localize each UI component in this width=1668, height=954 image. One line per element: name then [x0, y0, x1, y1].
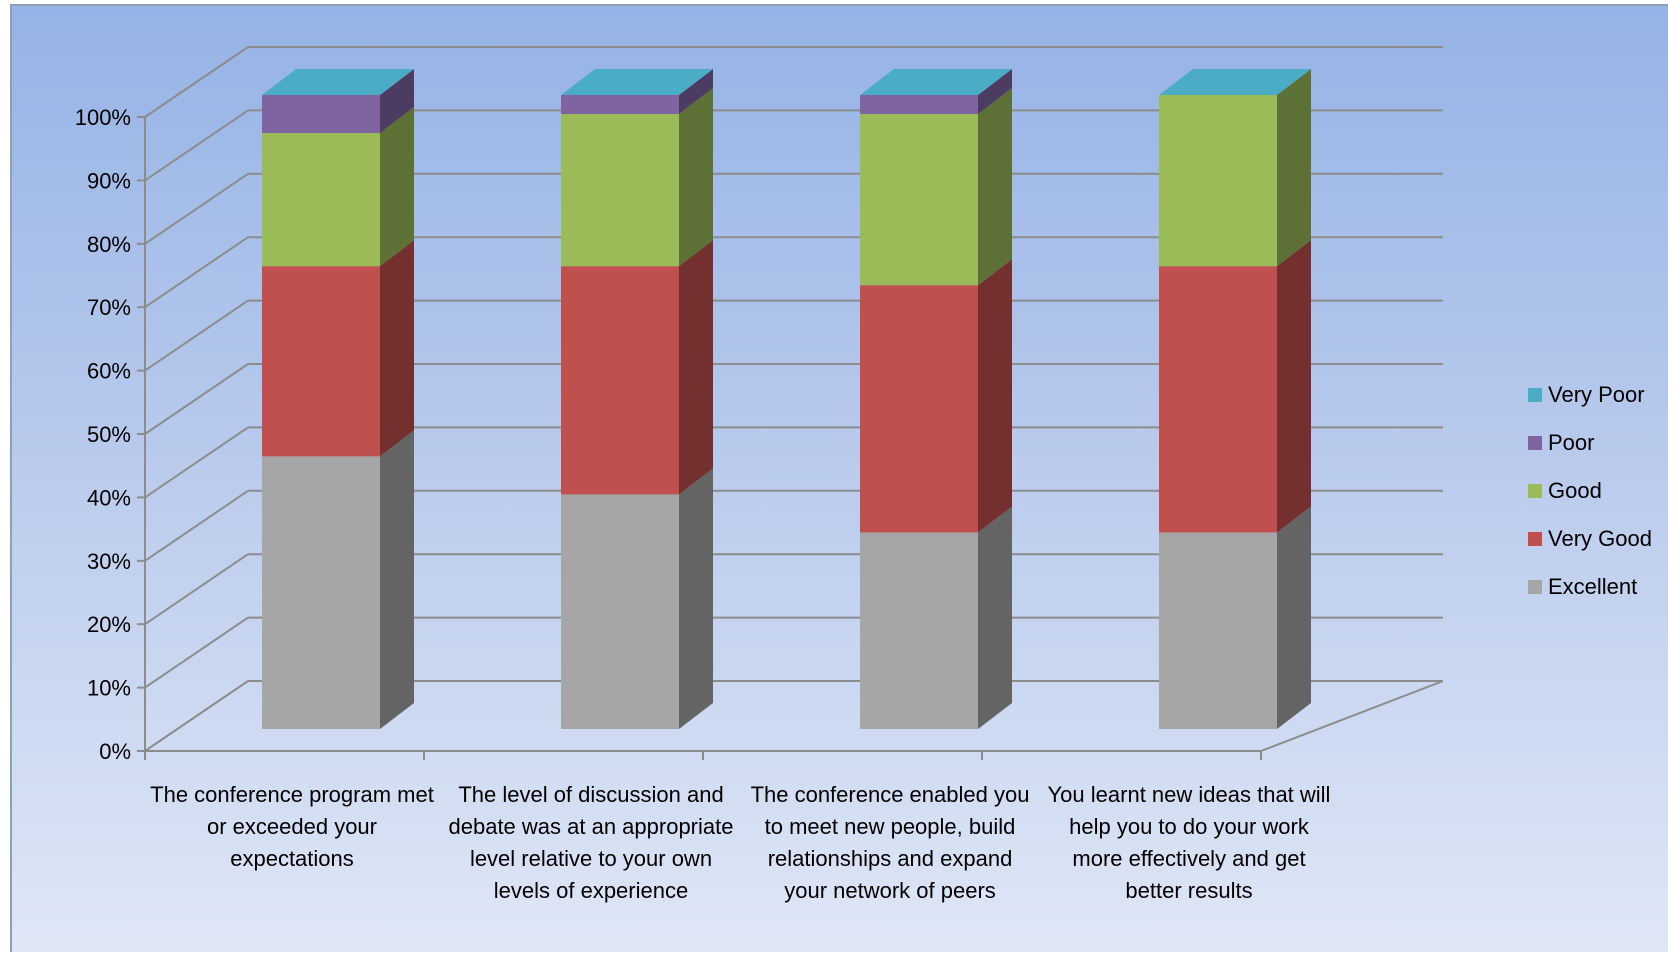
- chart-plot: 0% 10% 20% 30% 40% 50% 60% 70% 80% 90% 100%: [75, 46, 1444, 764]
- gridline-side: [144, 426, 249, 499]
- bar-top-2: [561, 69, 713, 95]
- bar-side-very-good-1: [380, 240, 414, 457]
- y-tick-label: 90%: [87, 168, 131, 193]
- bar-side-very-good-2: [679, 240, 713, 495]
- legend-swatch-poor: [1528, 436, 1542, 450]
- bar-good-4: [1159, 95, 1277, 267]
- bar-very-good-1: [262, 266, 380, 457]
- bar-excellent-3: [860, 532, 978, 729]
- y-tick-label: 20%: [87, 612, 131, 637]
- bar-side-very-good-3: [978, 259, 1012, 533]
- y-tick-label: 60%: [87, 359, 131, 384]
- bar-poor-1: [262, 95, 380, 134]
- bar-top-4: [1159, 69, 1311, 95]
- bar-excellent-1: [262, 456, 380, 729]
- legend-item-poor: Poor: [1528, 419, 1652, 467]
- legend-label-poor: Poor: [1548, 430, 1595, 455]
- x-tick-label-2: The level of discussion and debate was a…: [448, 782, 734, 903]
- bar-side-good-2: [679, 88, 713, 267]
- bar-side-very-good-4: [1277, 240, 1311, 533]
- y-tick-label: 50%: [87, 422, 131, 447]
- gridline-side: [144, 46, 249, 118]
- legend-label-excellent: Excellent: [1548, 574, 1638, 599]
- bar-side-excellent-2: [679, 468, 713, 729]
- bar-side-good-3: [978, 88, 1012, 286]
- y-tick-label: 10%: [87, 676, 131, 701]
- legend-swatch-good: [1528, 484, 1542, 498]
- bar-good-3: [860, 114, 978, 286]
- gridline-side: [144, 489, 249, 562]
- bar-excellent-4: [1159, 532, 1277, 729]
- bar-side-good-1: [380, 107, 414, 267]
- y-tick-label: 30%: [87, 549, 131, 574]
- bar-side-excellent-4: [1277, 506, 1311, 729]
- legend-item-good: Good: [1528, 467, 1652, 515]
- gridline-side: [144, 363, 249, 435]
- gridline-side: [144, 172, 249, 245]
- bar-very-good-2: [561, 266, 679, 495]
- chart-area: 0% 10% 20% 30% 40% 50% 60% 70% 80% 90% 100% Very P…: [10, 4, 1668, 952]
- legend-swatch-very-poor: [1528, 388, 1542, 402]
- bar-side-poor-1: [380, 69, 414, 134]
- legend-label-good: Good: [1548, 478, 1602, 503]
- legend-swatch-very-good: [1528, 532, 1542, 546]
- legend-label-very-good: Very Good: [1548, 526, 1652, 551]
- y-tick-label: 70%: [87, 295, 131, 320]
- bar-excellent-2: [561, 494, 679, 729]
- bar-side-poor-3: [978, 69, 1012, 115]
- legend-item-very-good: Very Good: [1528, 515, 1652, 563]
- legend-label-very-poor: Very Poor: [1548, 382, 1645, 407]
- x-tick-label-3: The conference enabled you to meet new p…: [750, 782, 1030, 903]
- y-tick-label: 80%: [87, 232, 131, 257]
- y-tick-label: 0%: [99, 739, 131, 764]
- x-tick-label-1: The conference program met or exceeded y…: [150, 782, 434, 871]
- x-tick-label-4: You learnt new ideas that will help you …: [1047, 782, 1331, 903]
- bar-top-1: [262, 69, 414, 95]
- gridline-side: [144, 299, 249, 372]
- floor-edge: [1260, 680, 1444, 752]
- bar-side-good-4: [1277, 69, 1311, 267]
- bar-good-1: [262, 133, 380, 267]
- legend-item-very-poor: Very Poor: [1528, 371, 1652, 419]
- bar-side-excellent-1: [380, 430, 414, 729]
- bar-very-good-4: [1159, 266, 1277, 533]
- bar-top-3: [860, 69, 1012, 95]
- gridline-side: [144, 553, 249, 626]
- legend: Very Poor Poor Good Very Good Excellent: [1528, 371, 1652, 611]
- legend-item-excellent: Excellent: [1528, 563, 1652, 611]
- bar-very-good-3: [860, 285, 978, 533]
- bar-poor-3: [860, 95, 978, 115]
- bar-side-poor-2: [679, 69, 713, 115]
- gridline-side: [144, 616, 249, 689]
- bar-side-excellent-3: [978, 506, 1012, 729]
- gridline-side: [144, 680, 249, 752]
- bar-poor-2: [561, 95, 679, 115]
- y-tick-label: 40%: [87, 485, 131, 510]
- gridline-side: [144, 236, 249, 309]
- gridline-side: [144, 109, 249, 182]
- y-tick-label: 100%: [75, 105, 131, 130]
- legend-swatch-excellent: [1528, 580, 1542, 594]
- bar-good-2: [561, 114, 679, 267]
